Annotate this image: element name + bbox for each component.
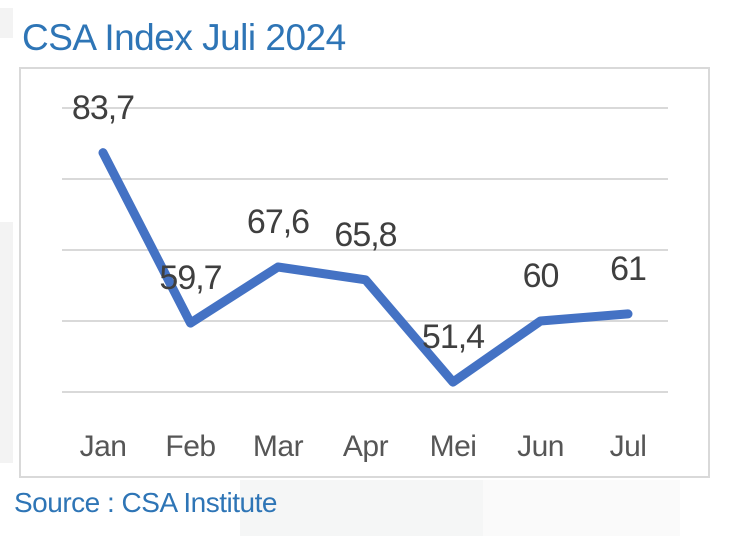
x-axis-label: Mar	[252, 430, 304, 463]
chart-panel: 83,7 59,7 67,6 65,8 51,4 60 61 Jan Feb Mar Apr Mei J…	[19, 67, 710, 478]
line-chart-canvas	[62, 107, 668, 393]
data-point-label: 60	[522, 257, 560, 295]
background-artifact-top-left	[0, 8, 13, 38]
x-axis-label: Mei	[429, 430, 477, 463]
data-point-label: 59,7	[159, 259, 222, 298]
x-axis-label: Jul	[609, 430, 647, 463]
x-axis-label: Apr	[342, 430, 389, 463]
background-artifact-left-strip	[0, 222, 13, 463]
chart-title: CSA Index Juli 2024	[22, 17, 346, 58]
source-caption: Source : CSA Institute	[14, 487, 277, 518]
chart-labels-layer: 83,7 59,7 67,6 65,8 51,4 60 61 Jan Feb Mar Apr Mei J…	[21, 69, 708, 476]
data-point-label: 83,7	[71, 88, 135, 127]
data-point-label: 51,4	[421, 318, 485, 357]
background-artifact-bottom-2	[483, 480, 680, 536]
background-artifact-bottom-1	[240, 480, 483, 536]
data-point-label: 61	[610, 249, 647, 288]
data-point-label: 65,8	[334, 215, 397, 254]
data-point-label: 67,6	[246, 203, 310, 242]
trend-line	[98, 148, 633, 387]
x-axis-label: Jan	[79, 430, 127, 463]
x-axis-label: Jun	[517, 430, 564, 463]
x-axis-label: Feb	[165, 430, 216, 463]
